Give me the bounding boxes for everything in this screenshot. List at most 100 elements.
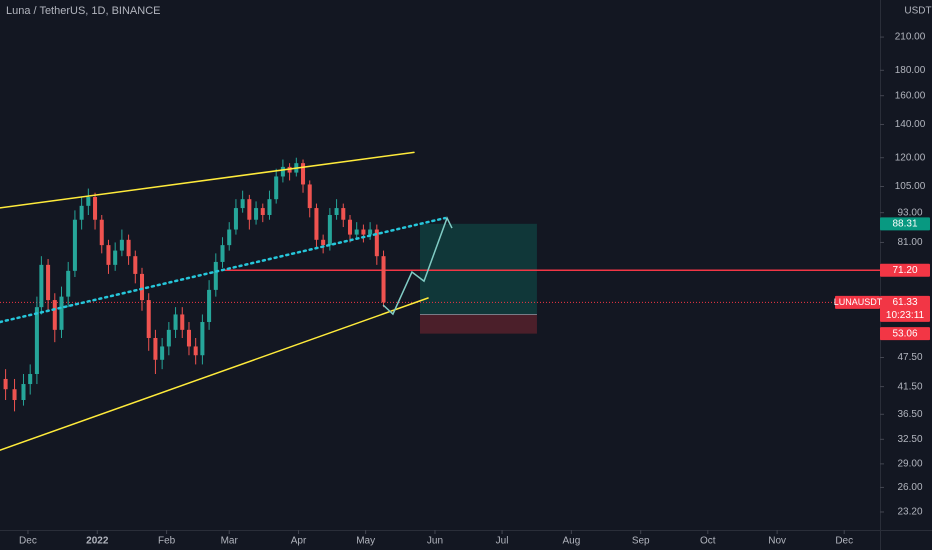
last-price-label: 61.33 (892, 297, 917, 308)
stop-zone (419, 314, 537, 334)
price-label-box (880, 295, 930, 322)
candle-body (267, 199, 272, 215)
candle-body (66, 270, 71, 297)
y-tick-label: 140.00 (895, 119, 926, 130)
candle-body (247, 199, 252, 220)
x-tick-label: 2022 (86, 536, 109, 547)
x-tick-label: May (356, 536, 375, 547)
candle-body (79, 205, 84, 220)
candle-body (166, 329, 171, 347)
candle-body (28, 374, 33, 385)
price-axis: 23.20 26.00 29.00 32.50 36.50 41.50 47.50 81.00… (880, 32, 926, 518)
x-tick-label: Mar (221, 536, 239, 547)
price-label-box (880, 217, 930, 231)
y-tick-label: 26.00 (897, 482, 922, 493)
symbol-label: LUNAUSDT (834, 297, 883, 307)
price-label: 88.31 (892, 218, 917, 229)
candle-body (93, 197, 98, 220)
candle-body (327, 214, 332, 246)
trend-line (0, 297, 429, 451)
candle-body (12, 389, 17, 401)
candle-body (46, 264, 51, 301)
candle-body (34, 307, 39, 375)
x-tick-label: Nov (768, 536, 786, 547)
candle-body (119, 239, 124, 251)
candle-body (341, 208, 346, 220)
candle-body (374, 229, 379, 257)
candle-body (72, 219, 77, 271)
x-tick-label: Jul (496, 536, 509, 547)
x-tick-label: Feb (158, 536, 176, 547)
candle-body (220, 245, 225, 262)
candle-body (280, 166, 285, 177)
candle-body (307, 184, 312, 209)
y-tick-label: 81.00 (897, 237, 922, 248)
projection-path (382, 216, 453, 316)
candle-body (314, 208, 319, 240)
candle-body (126, 239, 131, 257)
x-tick-label: Apr (291, 536, 307, 547)
candle-body (21, 384, 26, 401)
x-tick-label: Sep (632, 536, 650, 547)
price-label-box (880, 263, 930, 277)
y-tick-label: 105.00 (895, 181, 926, 192)
x-tick-label: Dec (19, 536, 37, 547)
candle-body (146, 300, 151, 338)
target-zone (419, 223, 537, 315)
y-tick-label: 120.00 (895, 152, 926, 163)
y-tick-label: 32.50 (897, 434, 922, 445)
candle-body (207, 289, 212, 323)
candle-body (200, 322, 205, 356)
candle-body (86, 197, 91, 206)
candle-body (106, 245, 111, 265)
countdown-label: 10:23:11 (886, 310, 925, 321)
y-tick-label: 36.50 (897, 409, 922, 420)
candle-body (361, 229, 366, 235)
price-label: 71.20 (892, 265, 917, 276)
price-label: 53.06 (892, 328, 917, 339)
y-tick-label: 23.20 (897, 507, 922, 518)
x-tick-label: Jun (427, 536, 443, 547)
x-tick-label: Dec (835, 536, 853, 547)
candle-body (334, 208, 339, 215)
candle-body (180, 314, 185, 330)
candle-body (347, 219, 352, 235)
candle-body (233, 208, 238, 230)
candle-body (354, 229, 359, 235)
y-tick-label: 29.00 (897, 459, 922, 470)
candle-body (240, 199, 245, 209)
y-tick-label: 210.00 (895, 32, 926, 43)
candle-body (254, 208, 259, 220)
y-tick-label: 180.00 (895, 65, 926, 76)
symbol-label-box (835, 295, 880, 309)
candle-body (274, 176, 279, 200)
candle-body (213, 261, 218, 290)
candle-body (160, 346, 165, 360)
candle-body (99, 219, 104, 246)
candle-body (193, 346, 198, 356)
candle-body (321, 239, 326, 246)
trend-line (0, 151, 415, 209)
currency-label: USDT (904, 6, 931, 17)
plot-area (0, 151, 880, 451)
candle-body (113, 250, 118, 265)
candle-body (260, 208, 265, 215)
candle-body (59, 296, 64, 330)
candle-body (227, 229, 232, 246)
chart-title: Luna / TetherUS, 1D, BINANCE (6, 5, 160, 17)
candle-body (3, 378, 8, 390)
y-tick-label: 47.50 (897, 352, 922, 363)
candle-body (173, 314, 178, 330)
candle-body (39, 264, 44, 308)
y-tick-label: 93.00 (897, 207, 922, 218)
candle-body (368, 229, 373, 235)
candle-body (381, 256, 386, 303)
y-tick-label: 41.50 (897, 381, 922, 392)
trend-line (0, 216, 447, 324)
candle-body (186, 329, 191, 347)
candle-body (52, 300, 57, 330)
candle-body (301, 163, 306, 185)
